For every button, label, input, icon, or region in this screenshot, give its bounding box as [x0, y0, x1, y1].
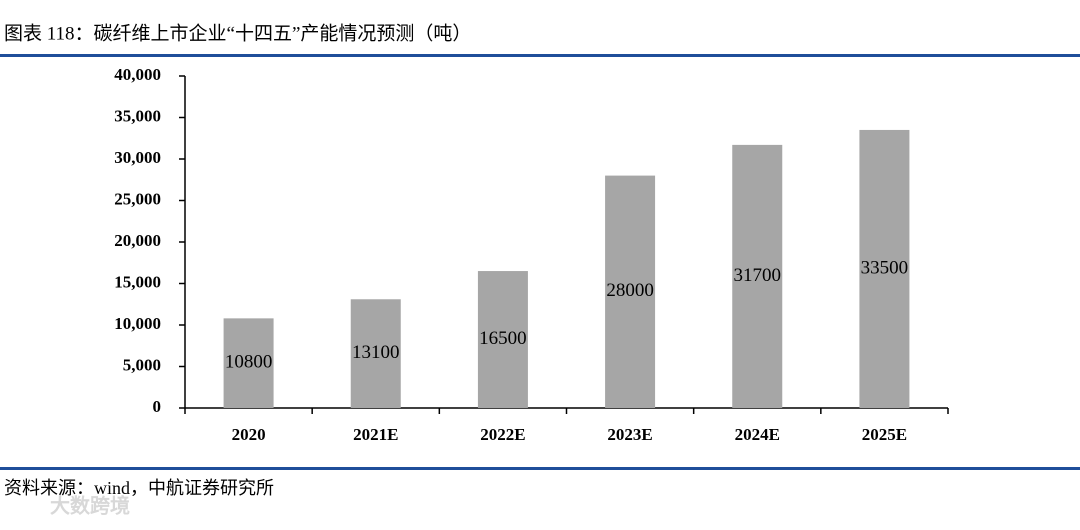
y-tick-label: 35,000: [114, 106, 161, 125]
bar: [732, 144, 783, 408]
y-tick-label: 10,000: [114, 314, 161, 333]
x-tick-label: 2020: [232, 425, 266, 444]
value-label: 33500: [861, 257, 909, 278]
title-rule: [0, 54, 1080, 57]
x-tick-label: 2024E: [735, 425, 780, 444]
value-label: 10800: [225, 352, 273, 373]
value-label: 31700: [734, 265, 782, 286]
watermark: 大数跨境: [50, 494, 130, 518]
bar: [223, 318, 274, 408]
value-label: 13100: [352, 342, 400, 363]
source-note: 资料来源：wind，中航证券研究所: [4, 478, 274, 498]
y-tick-label: 5,000: [123, 355, 161, 374]
x-tick-label: 2022E: [480, 425, 525, 444]
x-tick-label: 2021E: [353, 425, 398, 444]
y-tick-label: 30,000: [114, 148, 161, 167]
x-tick-label: 2025E: [862, 425, 907, 444]
y-tick-label: 20,000: [114, 231, 161, 250]
value-label: 28000: [606, 280, 654, 301]
bar: [605, 175, 656, 408]
bottom-rule: [0, 467, 1080, 470]
y-tick-label: 25,000: [114, 189, 161, 208]
y-tick-label: 15,000: [114, 272, 161, 291]
bar: [477, 271, 528, 408]
value-label: 16500: [479, 328, 527, 349]
x-tick-label: 2023E: [607, 425, 652, 444]
bar: [350, 299, 401, 408]
y-tick-label: 40,000: [114, 65, 161, 84]
figure-title: 图表 118：碳纤维上市企业“十四五”产能情况预测（吨）: [4, 22, 471, 44]
bar: [859, 129, 910, 408]
y-tick-label: 0: [153, 397, 162, 416]
